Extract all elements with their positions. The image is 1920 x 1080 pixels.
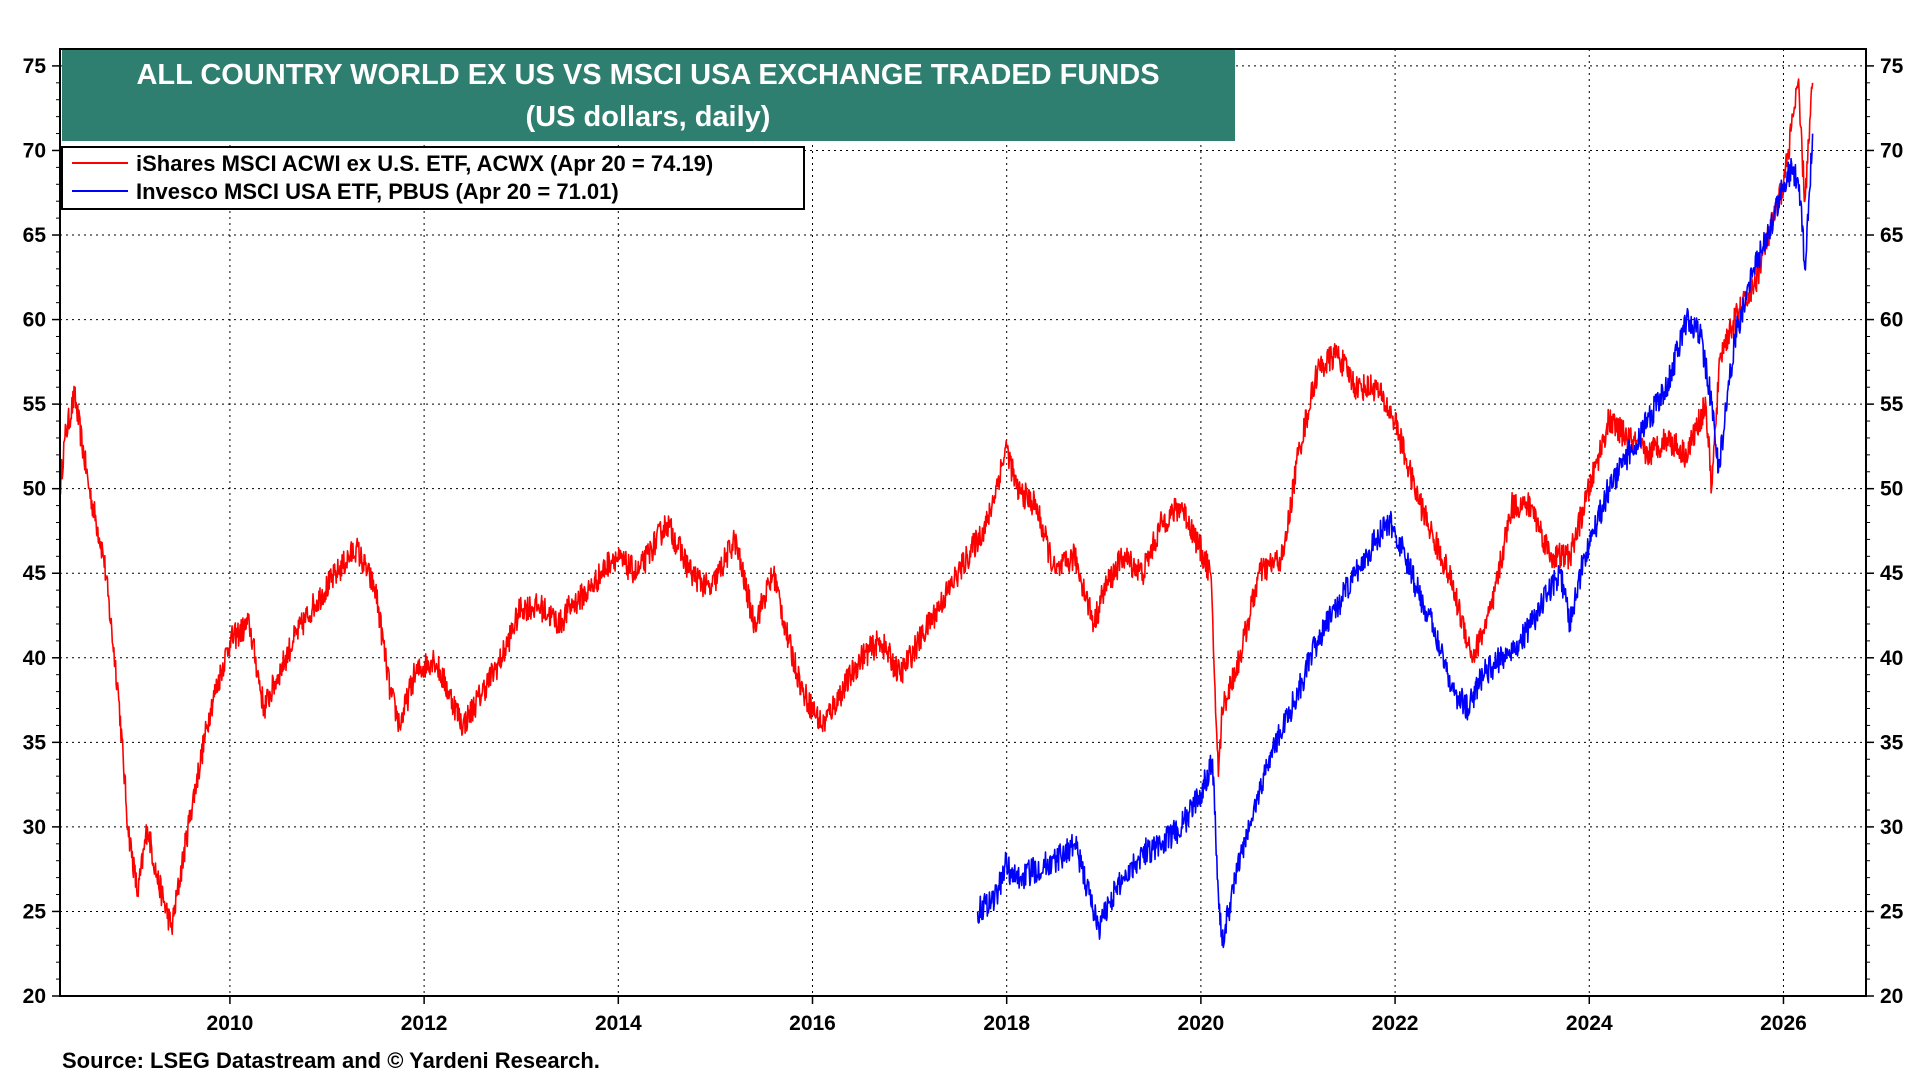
title-background — [62, 50, 1235, 141]
x-tick-label: 2018 — [983, 1012, 1030, 1035]
x-tick-label: 2022 — [1372, 1012, 1419, 1035]
y-tick-label-left: 65 — [23, 224, 47, 247]
y-tick-label-right: 75 — [1880, 55, 1904, 78]
y-tick-label-right: 40 — [1880, 647, 1903, 670]
y-tick-label-left: 75 — [23, 55, 47, 78]
x-tick-label: 2020 — [1178, 1012, 1225, 1035]
y-tick-label-left: 25 — [23, 900, 47, 923]
y-tick-label-right: 25 — [1880, 900, 1904, 923]
y-tick-label-right: 70 — [1880, 139, 1903, 162]
y-tick-label-left: 20 — [23, 985, 46, 1008]
y-tick-label-left: 35 — [23, 731, 47, 754]
y-tick-label-left: 40 — [23, 647, 46, 670]
legend-entry-pbus: Invesco MSCI USA ETF, PBUS (Apr 20 = 71.… — [136, 179, 619, 204]
title-box: ALL COUNTRY WORLD EX US VS MSCI USA EXCH… — [62, 50, 1235, 141]
source-note: Source: LSEG Datastream and © Yardeni Re… — [62, 1048, 600, 1073]
y-tick-label-right: 45 — [1880, 562, 1904, 585]
x-tick-label: 2010 — [207, 1012, 254, 1035]
y-tick-label-left: 70 — [23, 139, 46, 162]
y-tick-label-right: 60 — [1880, 309, 1903, 332]
chart-title: ALL COUNTRY WORLD EX US VS MSCI USA EXCH… — [136, 59, 1159, 91]
y-tick-label-right: 55 — [1880, 393, 1904, 416]
x-tick-label: 2014 — [595, 1012, 642, 1035]
y-tick-label-right: 50 — [1880, 478, 1903, 501]
x-tick-label: 2026 — [1760, 1012, 1807, 1035]
x-tick-label: 2016 — [789, 1012, 836, 1035]
legend-box — [61, 146, 805, 210]
x-tick-label: 2024 — [1566, 1012, 1613, 1035]
x-tick-label: 2012 — [401, 1012, 448, 1035]
y-tick-label-left: 50 — [23, 478, 46, 501]
legend: iShares MSCI ACWI ex U.S. ETF, ACWX (Apr… — [61, 146, 805, 210]
y-tick-label-right: 30 — [1880, 816, 1903, 839]
series-line-acwx — [59, 78, 1814, 936]
y-tick-label-left: 55 — [23, 393, 47, 416]
chart-subtitle: (US dollars, daily) — [526, 101, 771, 133]
y-tick-label-left: 45 — [23, 562, 47, 585]
y-tick-label-left: 60 — [23, 309, 46, 332]
y-tick-label-right: 20 — [1880, 985, 1903, 1008]
y-tick-label-right: 35 — [1880, 731, 1904, 754]
y-tick-label-left: 30 — [23, 816, 46, 839]
series-layer — [59, 78, 1814, 949]
legend-entry-acwx: iShares MSCI ACWI ex U.S. ETF, ACWX (Apr… — [136, 151, 713, 176]
y-tick-label-right: 65 — [1880, 224, 1904, 247]
series-line-pbus — [976, 133, 1814, 949]
